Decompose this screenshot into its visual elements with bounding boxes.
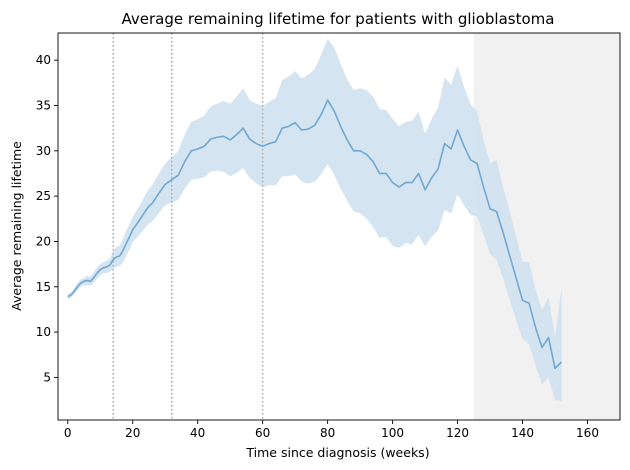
y-tick-label: 25 [36,189,51,203]
y-tick-label: 30 [36,144,51,158]
axes: 0 20 40 60 80 100 120 140 160 5 10 15 20 25 30 35 40 [36,32,621,440]
x-tick-label: 80 [320,426,335,440]
y-tick-label: 35 [36,99,51,113]
series-line-0 [67,99,563,370]
x-tick-label: 140 [511,426,534,440]
plot-inner [67,33,620,420]
x-tick-label: 100 [381,426,404,440]
x-axis-label: Time since diagnosis (weeks) [245,445,429,460]
y-tick-label: 15 [36,280,51,294]
y-tick-label: 20 [36,234,51,248]
plot-area [67,33,620,420]
y-tick-label: 5 [43,370,51,384]
x-tick-label: 160 [576,426,599,440]
y-axis-label: Average remaining lifetime [9,141,24,311]
confidence-band-0 [67,38,562,401]
x-tick-label: 20 [125,426,140,440]
chart-title: Average remaining lifetime for patients … [122,10,555,28]
y-tick-label: 10 [36,325,51,339]
x-tick-label: 0 [64,426,72,440]
x-tick-label: 60 [255,426,270,440]
y-tick-label: 40 [36,53,51,67]
x-tick-label: 120 [446,426,469,440]
x-tick-label: 40 [190,426,205,440]
plot-frame [57,32,621,421]
